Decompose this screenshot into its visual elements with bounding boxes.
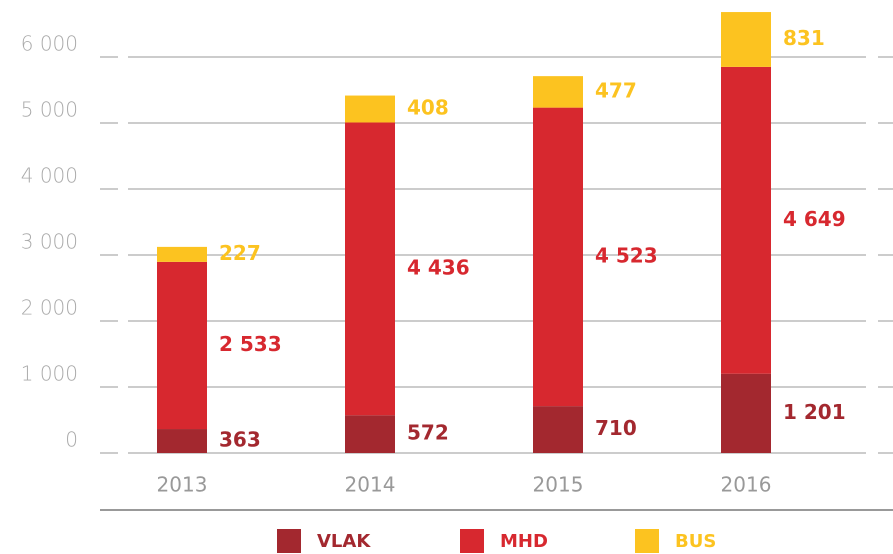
value-label: 477	[595, 78, 637, 102]
value-label: 1 201	[783, 400, 846, 424]
y-tick-label: 2 000	[21, 296, 78, 320]
value-label: 4 523	[595, 243, 658, 267]
legend-swatch	[460, 529, 484, 553]
legend-label: MHD	[500, 531, 548, 552]
x-tick-label: 2014	[345, 473, 396, 497]
y-tick-label: 4 000	[21, 164, 78, 188]
bar-segment	[345, 122, 395, 416]
x-tick-label: 2013	[157, 473, 208, 497]
value-label: 710	[595, 416, 637, 440]
y-tick-label: 3 000	[21, 230, 78, 254]
legend-swatch	[635, 529, 659, 553]
bar-segment	[721, 373, 771, 453]
value-label: 4 436	[407, 255, 470, 279]
bar-segment	[157, 429, 207, 453]
value-label: 4 649	[783, 207, 846, 231]
x-tick-label: 2015	[533, 473, 584, 497]
value-label: 227	[219, 241, 261, 265]
y-tick-label: 1 000	[21, 362, 78, 386]
bar-segment	[721, 66, 771, 374]
bar-segment	[345, 95, 395, 123]
value-label: 408	[407, 96, 449, 120]
x-tick-label: 2016	[721, 473, 772, 497]
bar-segment	[533, 406, 583, 453]
legend-label: BUS	[675, 531, 716, 552]
bar-segment	[533, 107, 583, 407]
value-label: 2 533	[219, 332, 282, 356]
bar-segment	[721, 12, 771, 67]
bar-segment	[157, 246, 207, 262]
value-label: 831	[783, 26, 825, 50]
y-tick-label: 0	[65, 428, 78, 452]
y-tick-label: 6 000	[21, 32, 78, 56]
bar-segment	[157, 261, 207, 430]
value-label: 363	[219, 428, 261, 452]
value-label: 572	[407, 421, 449, 445]
bar-segment	[533, 76, 583, 108]
legend-label: VLAK	[317, 531, 371, 552]
legend-swatch	[277, 529, 301, 553]
y-tick-label: 5 000	[21, 98, 78, 122]
bar-segment	[345, 415, 395, 453]
